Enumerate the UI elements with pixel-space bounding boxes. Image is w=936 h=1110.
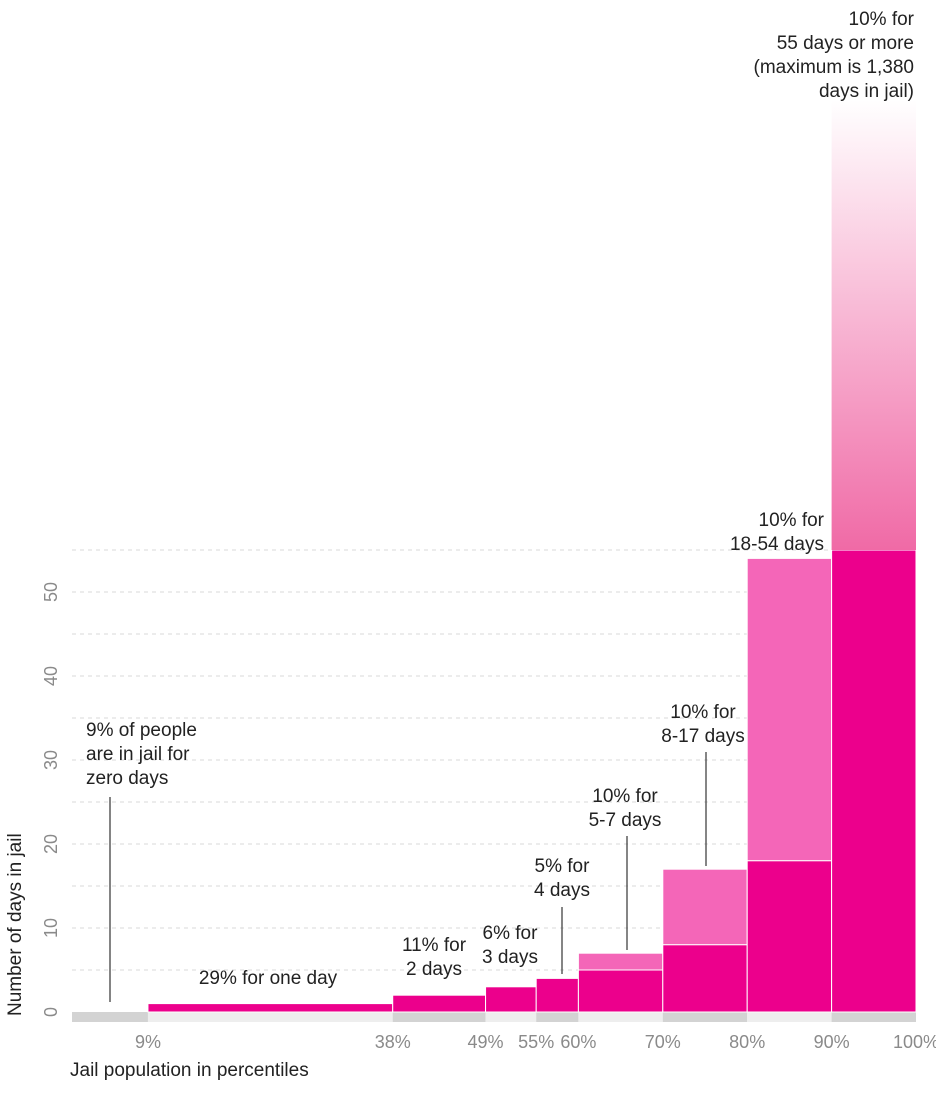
annotation-line: 9% of people [86,720,197,741]
annotation-line: 10% for [592,786,658,807]
annotation-line: 29% for one day [199,968,338,989]
baseline-segment [747,1012,832,1022]
bars [147,100,917,1013]
annotation-line: 55 days or more [777,33,914,54]
x-tick-label: 90% [814,1032,850,1052]
y-tick-label: 30 [41,750,61,770]
baseline-segment [72,1012,148,1022]
annotation-line: 3 days [482,947,538,968]
x-tick-label: 9% [135,1032,161,1052]
y-axis-ticks: 0 10 20 30 40 50 [41,582,61,1017]
annotation-line: 10% for [670,702,736,723]
bar-solid [577,969,664,1013]
annotations: 9% of people are in jail for zero days 29% … [86,9,915,989]
bar-solid [662,944,748,1013]
bar-solid [535,977,579,1013]
y-tick-label: 50 [41,582,61,602]
y-tick-label: 20 [41,834,61,854]
annotation-line: 2 days [406,959,462,980]
annotation-line: (maximum is 1,380 [754,57,915,78]
x-axis-ticks: 9% 38% 49% 55% 60% 70% 80% 90% 100% [135,1032,936,1052]
annotation-five: 10% for 5-7 days [589,786,662,831]
annotation-one: 29% for one day [199,968,338,989]
baseline-segment [392,1012,486,1022]
annotation-line: zero days [86,768,168,789]
bar-range [662,868,748,946]
annotation-fiftyfive: 10% for 55 days or more (maximum is 1,380 d… [754,9,915,102]
baseline-segment [147,1012,393,1022]
annotation-line: 18-54 days [730,534,824,555]
annotation-three: 6% for 3 days [482,923,538,968]
annotation-four: 5% for 4 days [534,856,590,901]
baseline-segment [485,1012,537,1022]
baseline-segment [578,1012,663,1022]
annotation-line: days in jail) [819,81,914,102]
annotation-line: 8-17 days [661,726,744,747]
y-tick-label: 10 [41,918,61,938]
x-axis-title: Jail population in percentiles [70,1060,309,1081]
bar-solid [831,549,917,1013]
y-axis-title: Number of days in jail [5,833,26,1016]
x-tick-label: 70% [645,1032,681,1052]
y-tick-label: 40 [41,666,61,686]
annotation-line: 5-7 days [589,810,662,831]
x-tick-label: 55% [518,1032,554,1052]
annotation-eight: 10% for 8-17 days [661,702,744,747]
bar-solid [746,860,833,1013]
x-tick-label: 100% [893,1032,936,1052]
annotation-line: 10% for [759,510,825,531]
annotation-zero: 9% of people are in jail for zero days [86,720,197,789]
bar-solid [147,1003,394,1013]
annotation-two: 11% for 2 days [402,935,467,980]
annotation-line: 4 days [534,880,590,901]
baseline-segment [662,1012,748,1022]
x-tick-label: 38% [375,1032,411,1052]
annotation-line: 5% for [535,856,591,877]
bar-range [746,557,833,862]
annotation-line: are in jail for [86,744,190,765]
annotation-eighteen: 10% for 18-54 days [730,510,825,555]
x-tick-label: 80% [729,1032,765,1052]
x-tick-label: 60% [560,1032,596,1052]
bar-range [577,952,664,971]
annotation-line: 6% for [483,923,539,944]
bar-solid [485,986,537,1013]
x-tick-label: 49% [468,1032,504,1052]
bar-solid [392,994,487,1013]
leader-lines [109,752,707,1002]
baseline-segment [536,1012,579,1022]
baseline-segment [831,1012,916,1022]
annotation-line: 10% for [849,9,915,30]
annotation-line: 11% for [402,935,467,956]
y-tick-label: 0 [41,1007,61,1017]
bar-range-open-ended [831,100,916,550]
baseline-strip [72,1012,916,1022]
